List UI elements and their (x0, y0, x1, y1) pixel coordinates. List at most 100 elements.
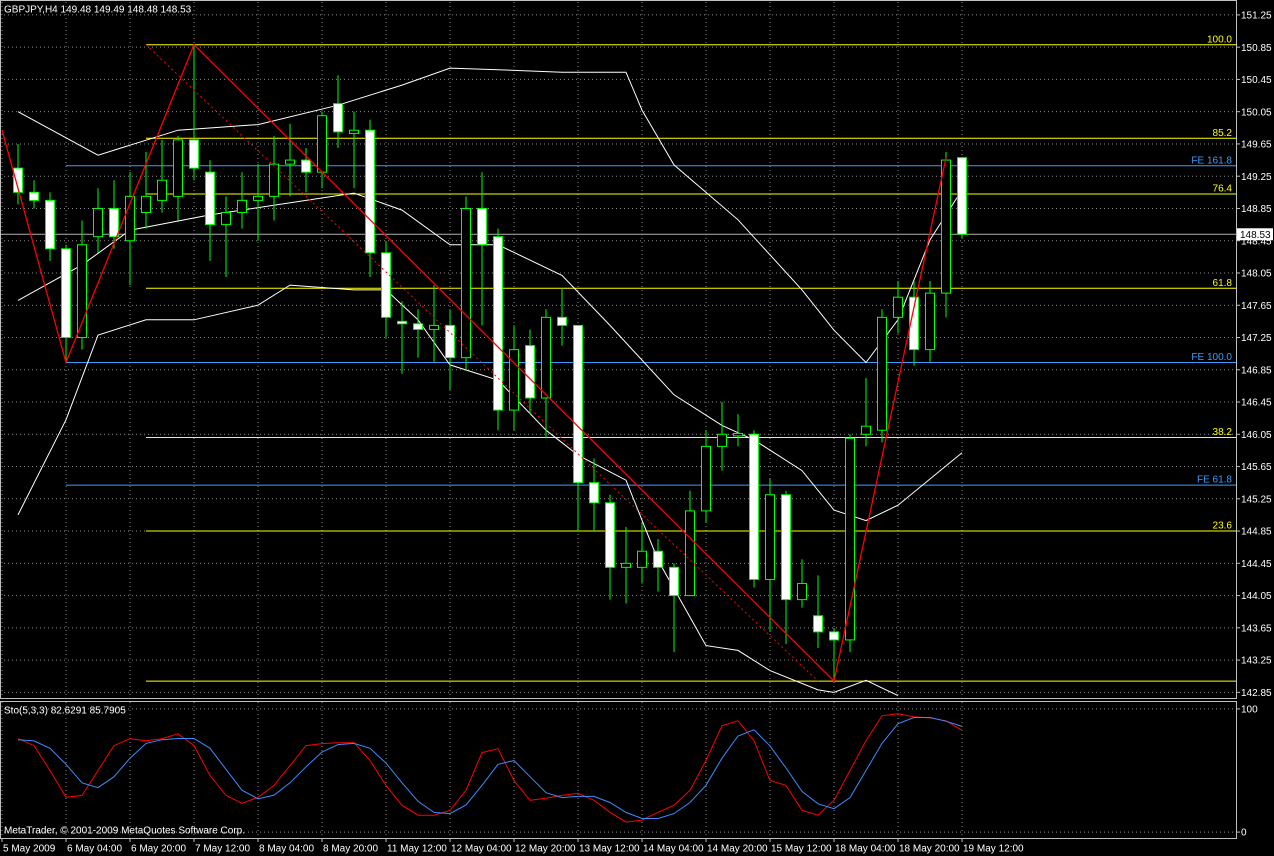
y-tick-label: 150.85 (1241, 43, 1272, 54)
y-tick-label: 148.05 (1241, 269, 1272, 280)
candle-body (413, 323, 423, 330)
candle-body (205, 171, 215, 226)
y-tick-label: 142.85 (1241, 688, 1272, 699)
candle-body (749, 433, 759, 580)
last-price-label: 148.53 (1240, 230, 1271, 241)
candle-body (637, 550, 647, 568)
candle-body (621, 562, 631, 568)
candle-body (349, 129, 359, 134)
candle-body (509, 349, 519, 411)
candle-body (685, 510, 695, 597)
candle-body (717, 433, 727, 447)
level-label: 38.2 (1213, 427, 1233, 438)
level-label: 85.2 (1213, 128, 1233, 139)
y-tick-label: 151.25 (1241, 11, 1272, 22)
candle-body (365, 129, 375, 254)
trendline (145, 44, 819, 682)
candle-body (269, 163, 279, 197)
y-tick-label: 0 (1241, 828, 1247, 839)
x-tick-label: 8 May 20:00 (323, 844, 378, 855)
x-tick-label: 13 May 12:00 (579, 844, 640, 855)
candle-body (669, 566, 679, 597)
candle-body (141, 195, 151, 213)
candle-body (237, 199, 247, 213)
candle-body (333, 103, 343, 133)
candle-body (829, 631, 839, 641)
chart-title: GBPJPY,H4 149.48 149.49 148.48 148.53 (4, 5, 192, 16)
y-tick-label: 144.45 (1241, 559, 1272, 570)
candle-body (781, 494, 791, 601)
x-tick-label: 18 May 20:00 (899, 844, 960, 855)
x-tick-label: 11 May 12:00 (387, 844, 447, 855)
candle-body (957, 157, 967, 235)
level-label: 100.0 (1207, 34, 1232, 45)
y-tick-label: 147.25 (1241, 333, 1272, 344)
level-label: FE 61.8 (1197, 475, 1232, 486)
candle-body (445, 324, 455, 359)
y-tick-label: 146.85 (1241, 365, 1272, 376)
stochastic-line (17, 717, 963, 819)
candle-body (285, 159, 295, 165)
candle-body (109, 207, 119, 238)
x-tick-label: 5 May 2009 (3, 844, 56, 855)
y-tick-label: 145.65 (1241, 462, 1272, 473)
candle-body (381, 252, 391, 318)
candle-body (733, 432, 743, 437)
candle-body (13, 167, 23, 193)
candle-body (525, 345, 535, 399)
y-tick-label: 150.05 (1241, 107, 1272, 118)
candle-body (429, 324, 439, 330)
candle-body (797, 582, 807, 601)
x-tick-label: 12 May 20:00 (515, 844, 576, 855)
candle-body (877, 316, 887, 431)
y-tick-label: 143.25 (1241, 656, 1272, 667)
x-tick-label: 14 May 04:00 (643, 844, 704, 855)
x-tick-label: 14 May 20:00 (707, 844, 768, 855)
candle-body (909, 296, 919, 351)
y-tick-label: 148.45 (1241, 236, 1272, 247)
candle-body (861, 425, 871, 435)
stochastic-line (17, 713, 963, 823)
main-pane-frame (0, 0, 1237, 699)
candle-body (893, 296, 903, 318)
candle-body (477, 207, 487, 246)
x-tick-label: 18 May 04:00 (835, 844, 896, 855)
x-tick-label: 19 May 12:00 (963, 844, 1024, 855)
bollinger-band (17, 67, 963, 364)
y-tick-label: 146.05 (1241, 430, 1272, 441)
candle-body (925, 292, 935, 351)
indicator-title: Sto(5,3,3) 82.6291 85.7905 (4, 706, 126, 717)
candle-body (189, 139, 199, 169)
candle-body (397, 320, 407, 325)
candle-body (605, 502, 615, 568)
y-tick-label: 148.85 (1241, 204, 1272, 215)
candle-body (157, 179, 167, 201)
candle-body (845, 437, 855, 641)
level-label: 61.8 (1213, 278, 1233, 289)
candle-body (29, 191, 39, 201)
zigzag (1, 43, 947, 683)
candle-body (573, 324, 583, 484)
y-tick-label: 145.25 (1241, 494, 1272, 505)
candle-body (653, 550, 663, 568)
last-price-box (1237, 228, 1273, 241)
x-tick-label: 7 May 12:00 (195, 844, 250, 855)
candle-body (77, 244, 87, 338)
y-tick-label: 149.65 (1241, 140, 1272, 151)
candle-body (813, 615, 823, 633)
y-tick-label: 150.45 (1241, 75, 1272, 86)
x-tick-label: 15 May 12:00 (771, 844, 832, 855)
copyright: MetaTrader, © 2001-2009 MetaQuotes Softw… (4, 826, 245, 837)
y-tick-label: 146.45 (1241, 398, 1272, 409)
candle-body (221, 211, 231, 226)
x-tick-label: 8 May 04:00 (259, 844, 314, 855)
candle-body (765, 494, 775, 580)
level-label: 76.4 (1213, 184, 1233, 195)
candle-body (253, 195, 263, 201)
candle-body (589, 482, 599, 504)
y-tick-label: 144.05 (1241, 591, 1272, 602)
x-tick-label: 12 May 04:00 (451, 844, 512, 855)
